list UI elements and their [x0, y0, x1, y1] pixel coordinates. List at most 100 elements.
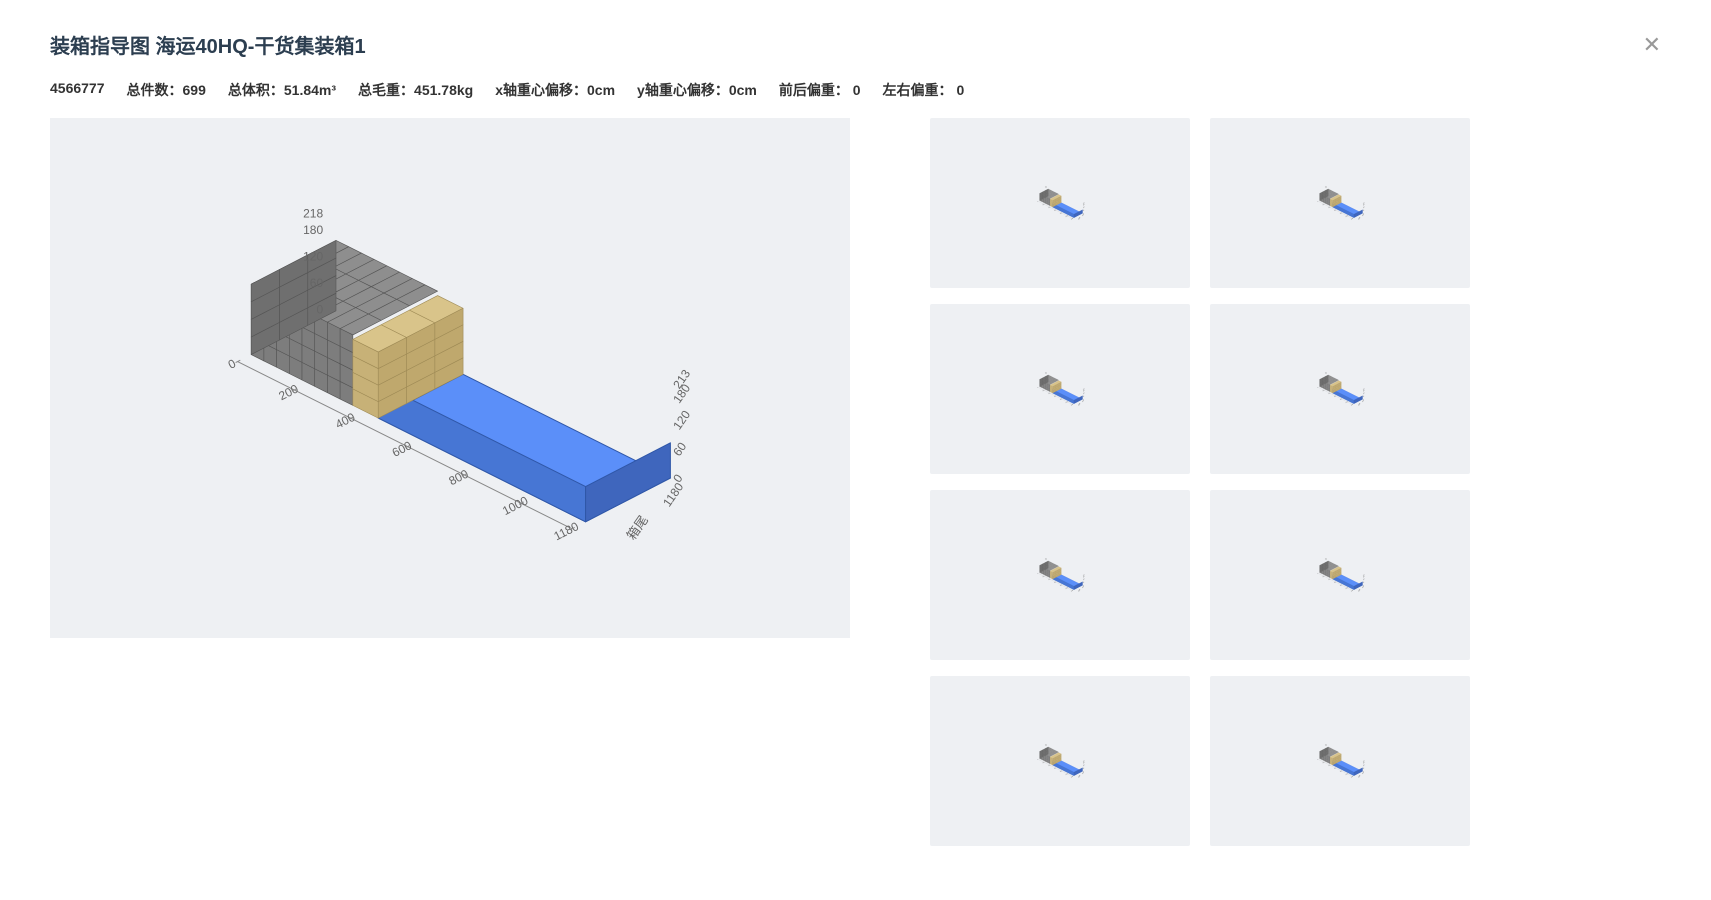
svg-text:400: 400	[1328, 206, 1331, 209]
svg-text:180: 180	[1045, 745, 1047, 747]
svg-text:1000: 1000	[1345, 215, 1349, 218]
svg-text:800: 800	[1060, 212, 1063, 215]
svg-text:1000: 1000	[1065, 401, 1069, 404]
svg-text:0: 0	[1363, 770, 1365, 772]
svg-text:218: 218	[1325, 372, 1327, 374]
svg-text:218: 218	[303, 206, 323, 220]
stat-y-offset: y轴重心偏移：0cm	[637, 80, 757, 100]
stat-id: 4566777	[50, 80, 105, 100]
svg-text:200: 200	[1322, 575, 1325, 578]
svg-text:0: 0	[1083, 770, 1085, 772]
svg-text:180: 180	[1325, 745, 1327, 747]
svg-text:120: 120	[1083, 392, 1086, 395]
stat-fb-bias: 前后偏重： 0	[779, 80, 861, 100]
svg-text:0: 0	[1037, 201, 1039, 203]
svg-text:60: 60	[670, 439, 689, 458]
svg-text:213: 213	[1083, 202, 1086, 205]
svg-text:400: 400	[1328, 764, 1331, 767]
svg-text:218: 218	[1045, 744, 1047, 746]
svg-text:200: 200	[1322, 389, 1325, 392]
svg-text:0: 0	[1317, 573, 1319, 575]
thumbnail-item[interactable]: 0200400600800100011802181801206000601201…	[930, 304, 1190, 474]
svg-text:0: 0	[1363, 212, 1365, 214]
svg-text:180: 180	[1045, 187, 1047, 189]
stat-total-volume: 总体积：51.84m³	[228, 80, 336, 100]
svg-text:1000: 1000	[1065, 773, 1069, 776]
svg-text:0: 0	[1083, 212, 1085, 214]
svg-text:箱尾: 箱尾	[1077, 402, 1081, 406]
svg-text:180: 180	[1325, 187, 1327, 189]
svg-text:218: 218	[1325, 186, 1327, 188]
svg-text:1000: 1000	[1065, 587, 1069, 590]
stat-total-count: 总件数：699	[127, 80, 206, 100]
svg-text:0: 0	[1037, 759, 1039, 761]
main-3d-view[interactable]: 0200400600800100011802181801206000601201…	[50, 118, 850, 638]
svg-text:1180: 1180	[1350, 217, 1354, 220]
svg-text:60: 60	[1083, 395, 1086, 398]
svg-text:200: 200	[1042, 389, 1045, 392]
svg-text:213: 213	[1083, 574, 1086, 577]
thumbnail-item[interactable]: 0200400600800100011802181801206000601201…	[930, 676, 1190, 846]
stat-total-weight: 总毛重：451.78kg	[358, 80, 473, 100]
svg-text:400: 400	[1328, 392, 1331, 395]
svg-text:1180: 1180	[660, 480, 686, 509]
svg-text:180: 180	[1325, 373, 1327, 375]
svg-text:800: 800	[1340, 770, 1343, 773]
svg-text:箱尾: 箱尾	[624, 513, 651, 543]
svg-text:1180: 1180	[552, 519, 582, 543]
svg-text:400: 400	[1048, 392, 1051, 395]
stat-x-offset: x轴重心偏移：0cm	[495, 80, 615, 100]
svg-text:600: 600	[1334, 209, 1337, 212]
svg-text:120: 120	[670, 408, 693, 433]
svg-text:120: 120	[1363, 764, 1366, 767]
svg-text:箱尾: 箱尾	[1077, 588, 1081, 592]
close-icon[interactable]: ✕	[1643, 30, 1661, 60]
svg-text:200: 200	[1322, 203, 1325, 206]
stat-lr-bias: 左右偏重： 0	[883, 80, 965, 100]
svg-text:800: 800	[446, 466, 470, 488]
svg-text:180: 180	[303, 223, 323, 237]
svg-text:60: 60	[1363, 581, 1366, 584]
svg-text:0: 0	[1317, 201, 1319, 203]
svg-text:600: 600	[1054, 395, 1057, 398]
svg-text:0: 0	[1037, 387, 1039, 389]
svg-text:400: 400	[1328, 578, 1331, 581]
svg-text:213: 213	[1363, 760, 1366, 763]
svg-text:120: 120	[1083, 206, 1086, 209]
svg-text:箱尾: 箱尾	[1077, 216, 1081, 220]
svg-text:400: 400	[1048, 764, 1051, 767]
svg-text:0: 0	[1083, 398, 1085, 400]
svg-text:1000: 1000	[500, 493, 530, 518]
svg-text:180: 180	[1045, 559, 1047, 561]
svg-text:218: 218	[1325, 558, 1327, 560]
svg-text:箱尾: 箱尾	[1357, 402, 1361, 406]
thumbnail-item[interactable]: 0200400600800100011802181801206000601201…	[1210, 118, 1470, 288]
thumbnail-item[interactable]: 0200400600800100011802181801206000601201…	[1210, 676, 1470, 846]
svg-text:箱尾: 箱尾	[1357, 588, 1361, 592]
svg-text:0: 0	[1317, 759, 1319, 761]
svg-text:600: 600	[1334, 767, 1337, 770]
thumbnail-item[interactable]: 0200400600800100011802181801206000601201…	[930, 118, 1190, 288]
svg-text:800: 800	[1340, 584, 1343, 587]
svg-text:800: 800	[1060, 770, 1063, 773]
svg-text:213: 213	[1363, 388, 1366, 391]
svg-text:1000: 1000	[1345, 773, 1349, 776]
svg-text:60: 60	[1363, 767, 1366, 770]
page-title: 装箱指导图 海运40HQ-干货集装箱1	[50, 30, 366, 59]
svg-text:213: 213	[1363, 202, 1366, 205]
thumbnail-item[interactable]: 0200400600800100011802181801206000601201…	[930, 490, 1190, 660]
svg-text:180: 180	[1325, 559, 1327, 561]
thumbnail-grid: 0200400600800100011802181801206000601201…	[930, 118, 1661, 858]
svg-text:60: 60	[1083, 581, 1086, 584]
svg-text:218: 218	[1325, 744, 1327, 746]
svg-text:218: 218	[1045, 186, 1047, 188]
thumbnail-item[interactable]: 0200400600800100011802181801206000601201…	[1210, 490, 1470, 660]
svg-text:218: 218	[1045, 372, 1047, 374]
svg-text:60: 60	[310, 276, 324, 290]
svg-text:1000: 1000	[1345, 401, 1349, 404]
svg-text:箱尾: 箱尾	[1357, 216, 1361, 220]
svg-text:120: 120	[1083, 578, 1086, 581]
svg-text:218: 218	[1045, 558, 1047, 560]
svg-text:60: 60	[1363, 395, 1366, 398]
thumbnail-item[interactable]: 0200400600800100011802181801206000601201…	[1210, 304, 1470, 474]
